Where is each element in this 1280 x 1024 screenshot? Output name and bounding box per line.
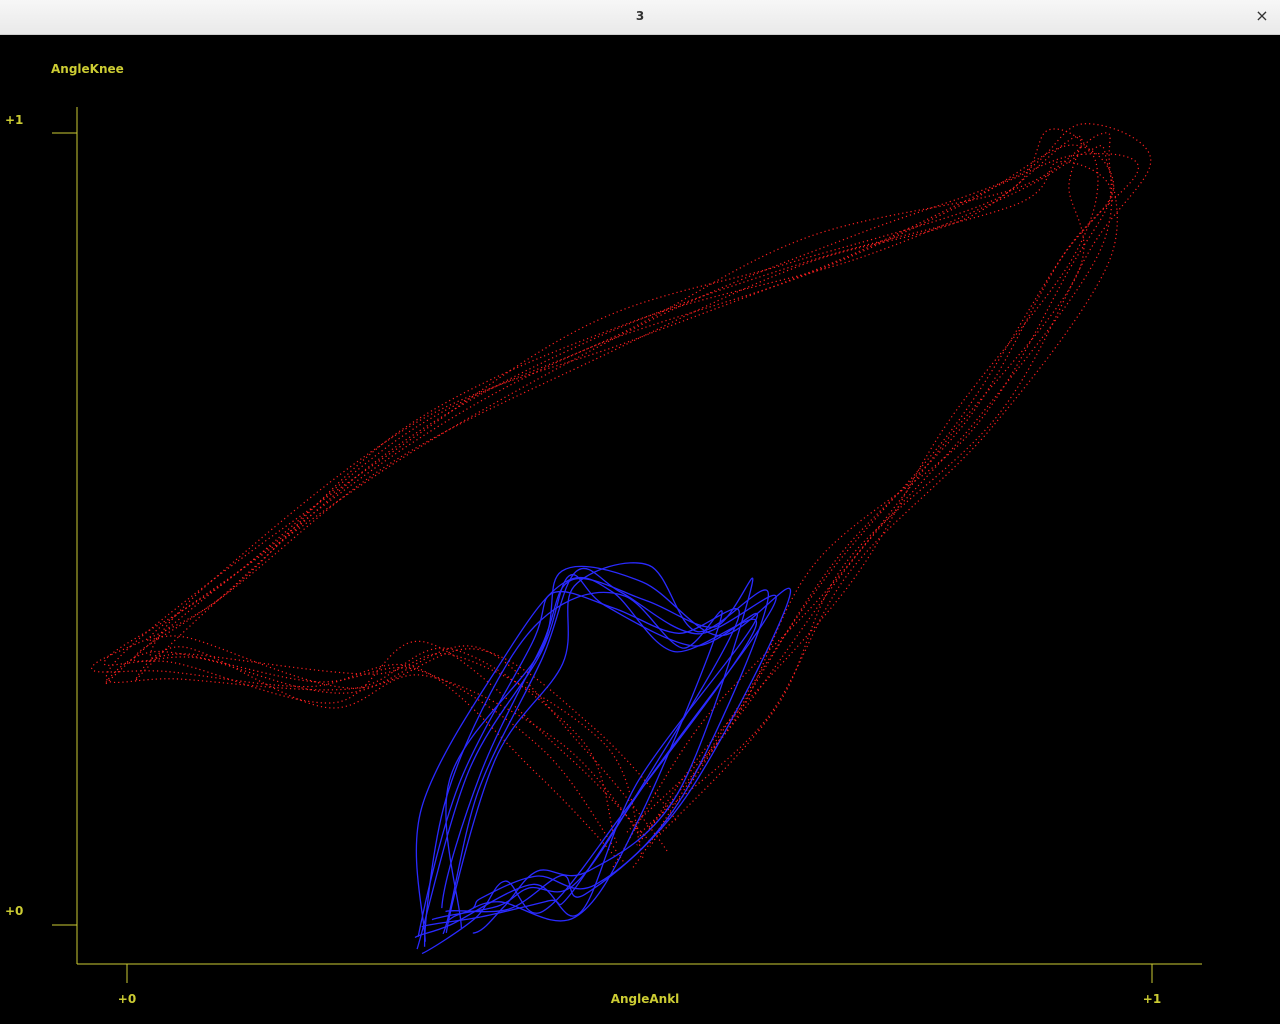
x-tick-label-max: +1 <box>1143 992 1161 1006</box>
series-0-loop-0 <box>91 135 1085 869</box>
series-1-loop-3 <box>417 591 740 937</box>
series-0-loop-3 <box>134 161 1112 837</box>
series-1-loop-2 <box>414 573 759 950</box>
x-tick-label-min: +0 <box>118 992 136 1006</box>
series-0-loop-2 <box>105 128 1099 846</box>
window-titlebar: 3 × <box>0 0 1280 35</box>
series-1-loop-7 <box>445 562 769 933</box>
window-title: 3 <box>635 9 645 23</box>
series-0-loop-1 <box>104 144 1115 869</box>
y-axis-label: AngleKnee <box>51 62 124 76</box>
series-0-loop-5 <box>149 153 1139 859</box>
series-1-loop-4 <box>421 567 777 935</box>
close-button[interactable]: × <box>1255 6 1269 25</box>
series-1-loop-5 <box>445 565 792 929</box>
series-1-loop-0 <box>415 576 758 955</box>
series-0-loop-6 <box>133 145 1118 852</box>
series-0-loop-7 <box>146 123 1152 836</box>
y-tick-label-max: +1 <box>5 113 23 127</box>
x-axis-label: AngleAnkl <box>611 992 680 1006</box>
series-layer <box>91 123 1152 955</box>
series-0-loop-4 <box>103 132 1113 842</box>
series-1-loop-6 <box>441 577 754 934</box>
plot-area[interactable]: AngleKnee +1 +0 AngleAnkl +0 +1 <box>0 35 1280 1024</box>
phase-plot: AngleKnee +1 +0 AngleAnkl +0 +1 <box>5 62 1202 1006</box>
y-tick-label-min: +0 <box>5 904 23 918</box>
